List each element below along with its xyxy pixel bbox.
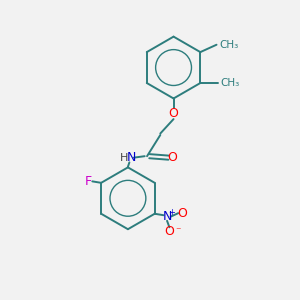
Text: +: + [168, 208, 175, 217]
Text: O: O [168, 151, 178, 164]
Text: N: N [127, 151, 136, 164]
Text: F: F [85, 175, 92, 188]
Text: N: N [162, 210, 172, 223]
Text: CH₃: CH₃ [220, 78, 240, 88]
Text: O: O [169, 107, 178, 120]
Text: ⁻: ⁻ [175, 226, 181, 236]
Text: CH₃: CH₃ [219, 40, 238, 50]
Text: O: O [177, 207, 187, 220]
Text: O: O [164, 225, 174, 238]
Text: H: H [119, 153, 128, 163]
